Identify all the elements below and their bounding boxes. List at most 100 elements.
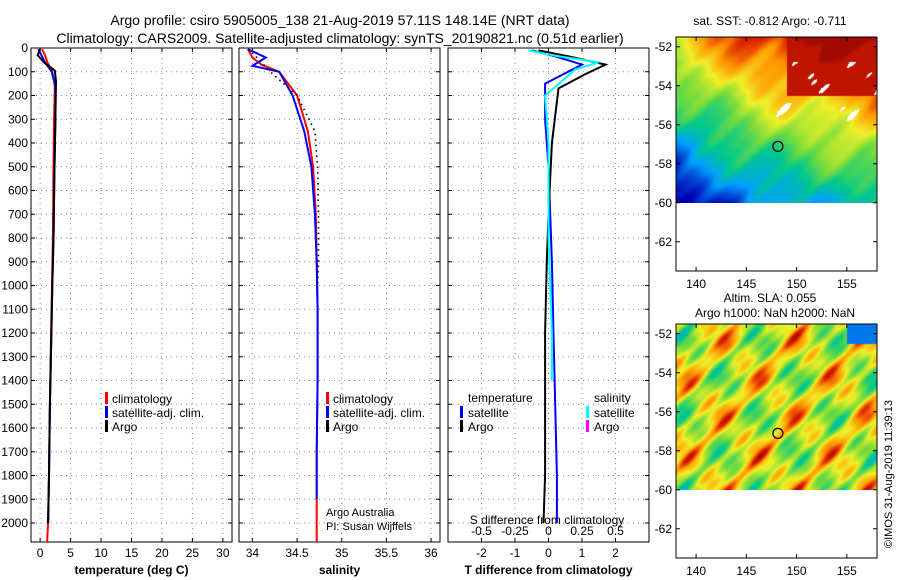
- map-lon-label: 140: [686, 564, 706, 578]
- map-field: [676, 37, 877, 203]
- map-lon-label: 155: [837, 564, 857, 578]
- x-tick-label: 1: [579, 546, 586, 560]
- y-tick-label: 300: [8, 112, 28, 126]
- legend-swatch-climatology: [105, 392, 108, 404]
- credit-line2: PI: Susan Wijffels: [326, 521, 412, 533]
- legend-label-s-satellite: satellite: [594, 406, 635, 420]
- s-difference-label: S difference from climatology: [470, 513, 625, 527]
- legend-title-temperature: temperature: [468, 391, 533, 405]
- series-line-argo: [247, 48, 320, 286]
- figure-title-line2: Climatology: CARS2009. Satellite-adjuste…: [56, 30, 623, 46]
- legend-title-salinity: salinity: [594, 391, 631, 405]
- legend-swatch-t-argo: [460, 420, 463, 432]
- map-lat-label: -52: [655, 327, 673, 341]
- legend-label-t-argo: Argo: [468, 420, 494, 434]
- map-lat-label: -62: [655, 235, 673, 249]
- y-tick-label: 1000: [1, 279, 28, 293]
- y-tick-label: 400: [8, 136, 28, 150]
- series-line-climatology: [247, 48, 319, 542]
- map-lon-label: 145: [736, 564, 756, 578]
- y-tick-label: 100: [8, 65, 28, 79]
- map-lon-label: 145: [736, 277, 756, 291]
- legend-label-argo: Argo: [333, 420, 359, 434]
- sla-map-title-line2: Argo h1000: NaN h2000: NaN: [695, 306, 855, 320]
- series-line-t-satellite: [531, 49, 585, 523]
- y-tick-label: 500: [8, 160, 28, 174]
- x-tick-label: 2: [612, 546, 619, 560]
- legend-swatch-t-satellite: [460, 406, 463, 418]
- legend-swatch-argo: [105, 420, 108, 432]
- map-frame: [675, 323, 878, 559]
- y-tick-label: 1800: [1, 469, 28, 483]
- legend-swatch-s-argo: [586, 420, 589, 432]
- plot-frame: [238, 47, 441, 543]
- legend-label-climatology: climatology: [333, 392, 393, 406]
- map-lon-label: 150: [787, 564, 807, 578]
- s-tick-label: -0.5: [471, 524, 492, 538]
- x-axis-label: T difference from climatology: [464, 563, 632, 577]
- s-tick-label: 0.25: [570, 524, 594, 538]
- y-tick-label: 1700: [1, 445, 28, 459]
- y-tick-label: 1100: [2, 302, 28, 316]
- x-tick-label: 25: [186, 546, 200, 560]
- legend-swatch-climatology: [326, 392, 329, 404]
- series-line-t-argo: [538, 49, 609, 524]
- map-frame: [675, 36, 878, 272]
- x-tick-label: 0: [37, 546, 44, 560]
- y-tick-label: 700: [8, 207, 28, 221]
- legend-label-climatology: climatology: [112, 392, 172, 406]
- x-tick-label: 35.5: [375, 546, 399, 560]
- legend-swatch-argo: [326, 420, 329, 432]
- x-tick-label: 30: [216, 546, 230, 560]
- y-tick-label: 2000: [1, 516, 28, 530]
- temperature-legend: climatology satellite-adj. clim. Argo: [105, 392, 204, 434]
- x-tick-label: 20: [155, 546, 169, 560]
- s-tick-label: 0.5: [607, 524, 624, 538]
- y-tick-label: 0: [21, 41, 28, 55]
- x-tick-label: -2: [476, 546, 487, 560]
- s-tick-label: 0: [545, 524, 552, 538]
- argo-position-marker: [772, 140, 784, 152]
- legend-swatch-satellite: [326, 406, 329, 418]
- y-tick-label: 600: [8, 184, 28, 198]
- legend-label-satellite: satellite-adj. clim.: [333, 406, 425, 420]
- x-tick-label: 35: [335, 546, 349, 560]
- y-tick-label: 900: [8, 255, 28, 269]
- map-lat-label: -54: [655, 79, 673, 93]
- salinity-panel: 34 34.5 35 35.5 36 salinity: [238, 47, 441, 577]
- map-lon-label: 140: [686, 277, 706, 291]
- difference-panel: -2 -1 0 1 2 -0.5 -0.25 0 0.25 0.5 T difference fro…: [447, 47, 650, 577]
- imos-watermark: ©IMOS 31-Aug-2019 11:39:13: [883, 400, 895, 548]
- map-lat-label: -58: [655, 157, 673, 171]
- legend-label-t-satellite: satellite: [468, 406, 509, 420]
- map-lat-label: -60: [655, 483, 673, 497]
- legend-swatch-satellite: [105, 406, 108, 418]
- series-line-satellite-adj-clim-: [247, 48, 319, 500]
- sst-map-title: sat. SST: -0.812 Argo: -0.711: [693, 14, 847, 28]
- y-tick-label: 200: [8, 89, 28, 103]
- y-tick-label: 1400: [1, 374, 28, 388]
- figure-title-line1: Argo profile: csiro 5905005_138 21-Aug-2…: [110, 12, 569, 28]
- x-tick-label: 36: [424, 546, 438, 560]
- x-tick-label: 10: [94, 546, 108, 560]
- map-lat-label: -52: [655, 40, 673, 54]
- legend-swatch-s-satellite: [586, 406, 589, 418]
- map-lon-label: 155: [837, 277, 857, 291]
- map-lat-label: -58: [655, 444, 673, 458]
- x-tick-label: 34.5: [285, 546, 309, 560]
- y-tick-label: 1500: [1, 397, 28, 411]
- temperature-panel: 0100200300400500600700800900100011001200…: [1, 41, 233, 577]
- credit-line1: Argo Australia: [326, 507, 395, 519]
- legend-label-s-argo: Argo: [594, 420, 620, 434]
- sla-map: -52 -54 -56 -58 -60 -62 140 145 150 155: [655, 323, 878, 578]
- series-line-s-satellite: [528, 49, 600, 381]
- y-tick-label: 1200: [1, 326, 28, 340]
- plot-frame: [447, 47, 650, 543]
- series-line-argo: [36, 48, 58, 524]
- map-lat-label: -60: [655, 196, 673, 210]
- map-lat-label: -62: [655, 522, 673, 536]
- difference-legend: temperature satellite Argo salinity sate…: [460, 391, 635, 527]
- x-axis-label: temperature (deg C): [74, 563, 188, 577]
- map-field: [676, 324, 877, 490]
